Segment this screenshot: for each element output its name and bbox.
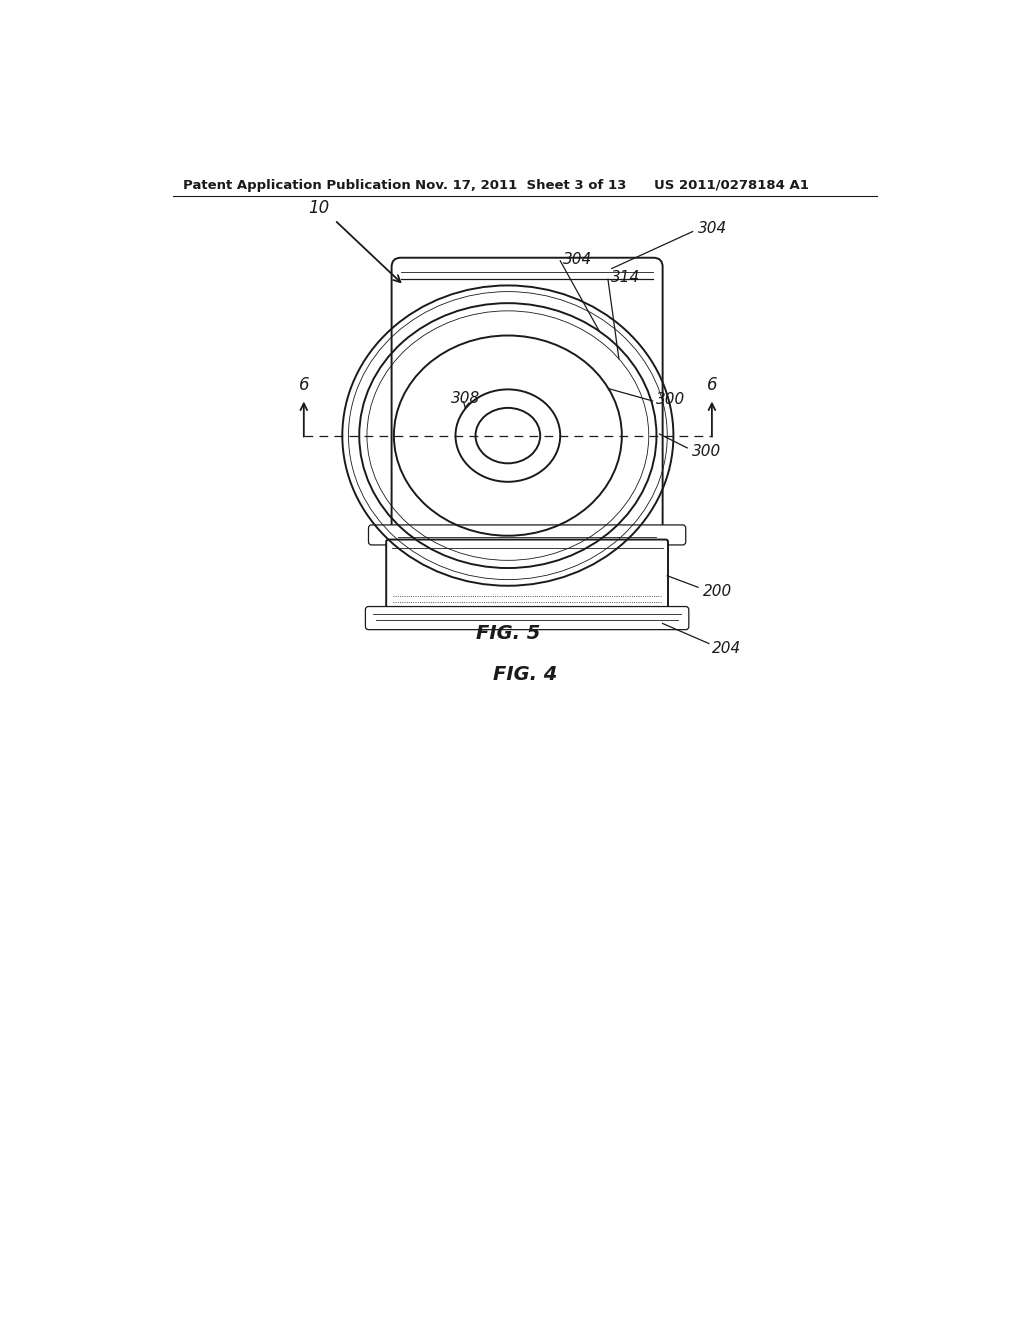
Text: 200: 200 <box>702 583 732 599</box>
Text: FIG. 4: FIG. 4 <box>493 665 557 684</box>
Text: 308: 308 <box>451 391 480 407</box>
FancyBboxPatch shape <box>391 257 663 533</box>
Text: US 2011/0278184 A1: US 2011/0278184 A1 <box>654 178 809 191</box>
Text: 6: 6 <box>299 376 309 393</box>
Text: 10: 10 <box>308 199 330 218</box>
Text: 300: 300 <box>655 392 685 407</box>
Text: Patent Application Publication: Patent Application Publication <box>183 178 411 191</box>
Text: FIG. 5: FIG. 5 <box>476 624 540 643</box>
FancyBboxPatch shape <box>386 540 668 612</box>
Text: 204: 204 <box>712 640 741 656</box>
Text: 304: 304 <box>563 252 593 267</box>
Text: 304: 304 <box>698 220 727 236</box>
Text: 300: 300 <box>692 444 721 458</box>
FancyBboxPatch shape <box>369 525 686 545</box>
Text: 6: 6 <box>707 376 717 393</box>
Text: Nov. 17, 2011  Sheet 3 of 13: Nov. 17, 2011 Sheet 3 of 13 <box>416 178 627 191</box>
Text: 314: 314 <box>611 271 640 285</box>
FancyBboxPatch shape <box>366 607 689 630</box>
